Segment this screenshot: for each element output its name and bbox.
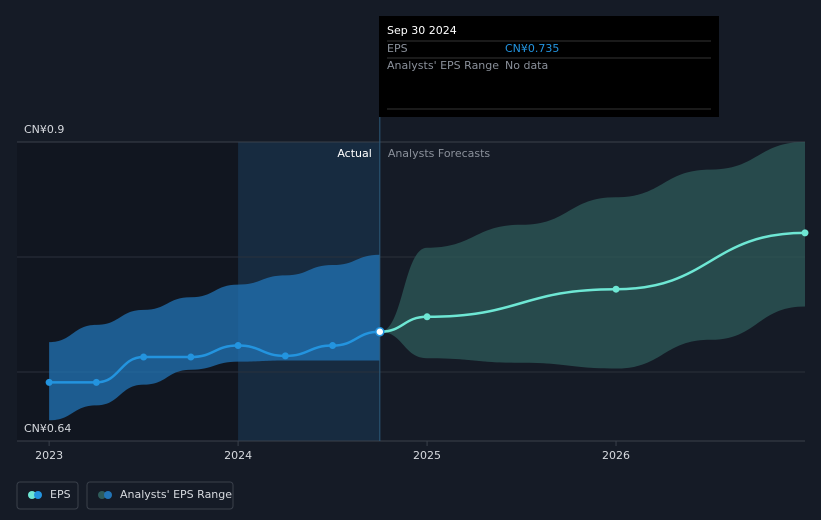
tooltip-value: No data [505,59,548,72]
forecast-line [379,231,806,333]
tooltip-value: CN¥0.735 [505,42,559,55]
x-tick-label: 2024 [224,449,252,462]
legend-item[interactable] [86,481,234,510]
legend-icon [34,491,42,499]
forecast-line-point [612,285,620,293]
legend-icon [28,491,36,499]
eps-line-point [92,378,100,386]
tooltip-date: Sep 30 2024 [387,24,457,37]
x-tick-label: 2023 [35,449,63,462]
actual-label: Actual [337,147,371,160]
eps-line-point [281,352,289,360]
eps-line-point [187,353,195,361]
legend-label: EPS [50,488,71,501]
x-tick-label: 2026 [602,449,630,462]
legend-icon [104,491,112,499]
range-area [49,254,380,421]
x-tick-label: 2025 [413,449,441,462]
eps-line-point [45,378,53,386]
forecast-line-point [801,229,809,237]
legend-item[interactable] [16,481,79,510]
forecast-label: Analysts Forecasts [388,147,491,160]
range-area [379,142,805,369]
legend-label: Analysts' EPS Range [120,488,232,501]
eps-line [49,330,380,384]
eps-line-point [140,353,148,361]
eps-line-point [234,342,242,350]
y-tick-label: CN¥0.9 [24,123,64,136]
eps-line-point [329,342,337,350]
forecast-line-point [423,313,431,321]
legend-icon [98,491,106,499]
eps-line-point [375,327,385,337]
tooltip-label: EPS [387,42,408,55]
tooltip [379,16,719,117]
tooltip-label: Analysts' EPS Range [387,59,499,72]
y-tick-label: CN¥0.64 [24,422,71,435]
